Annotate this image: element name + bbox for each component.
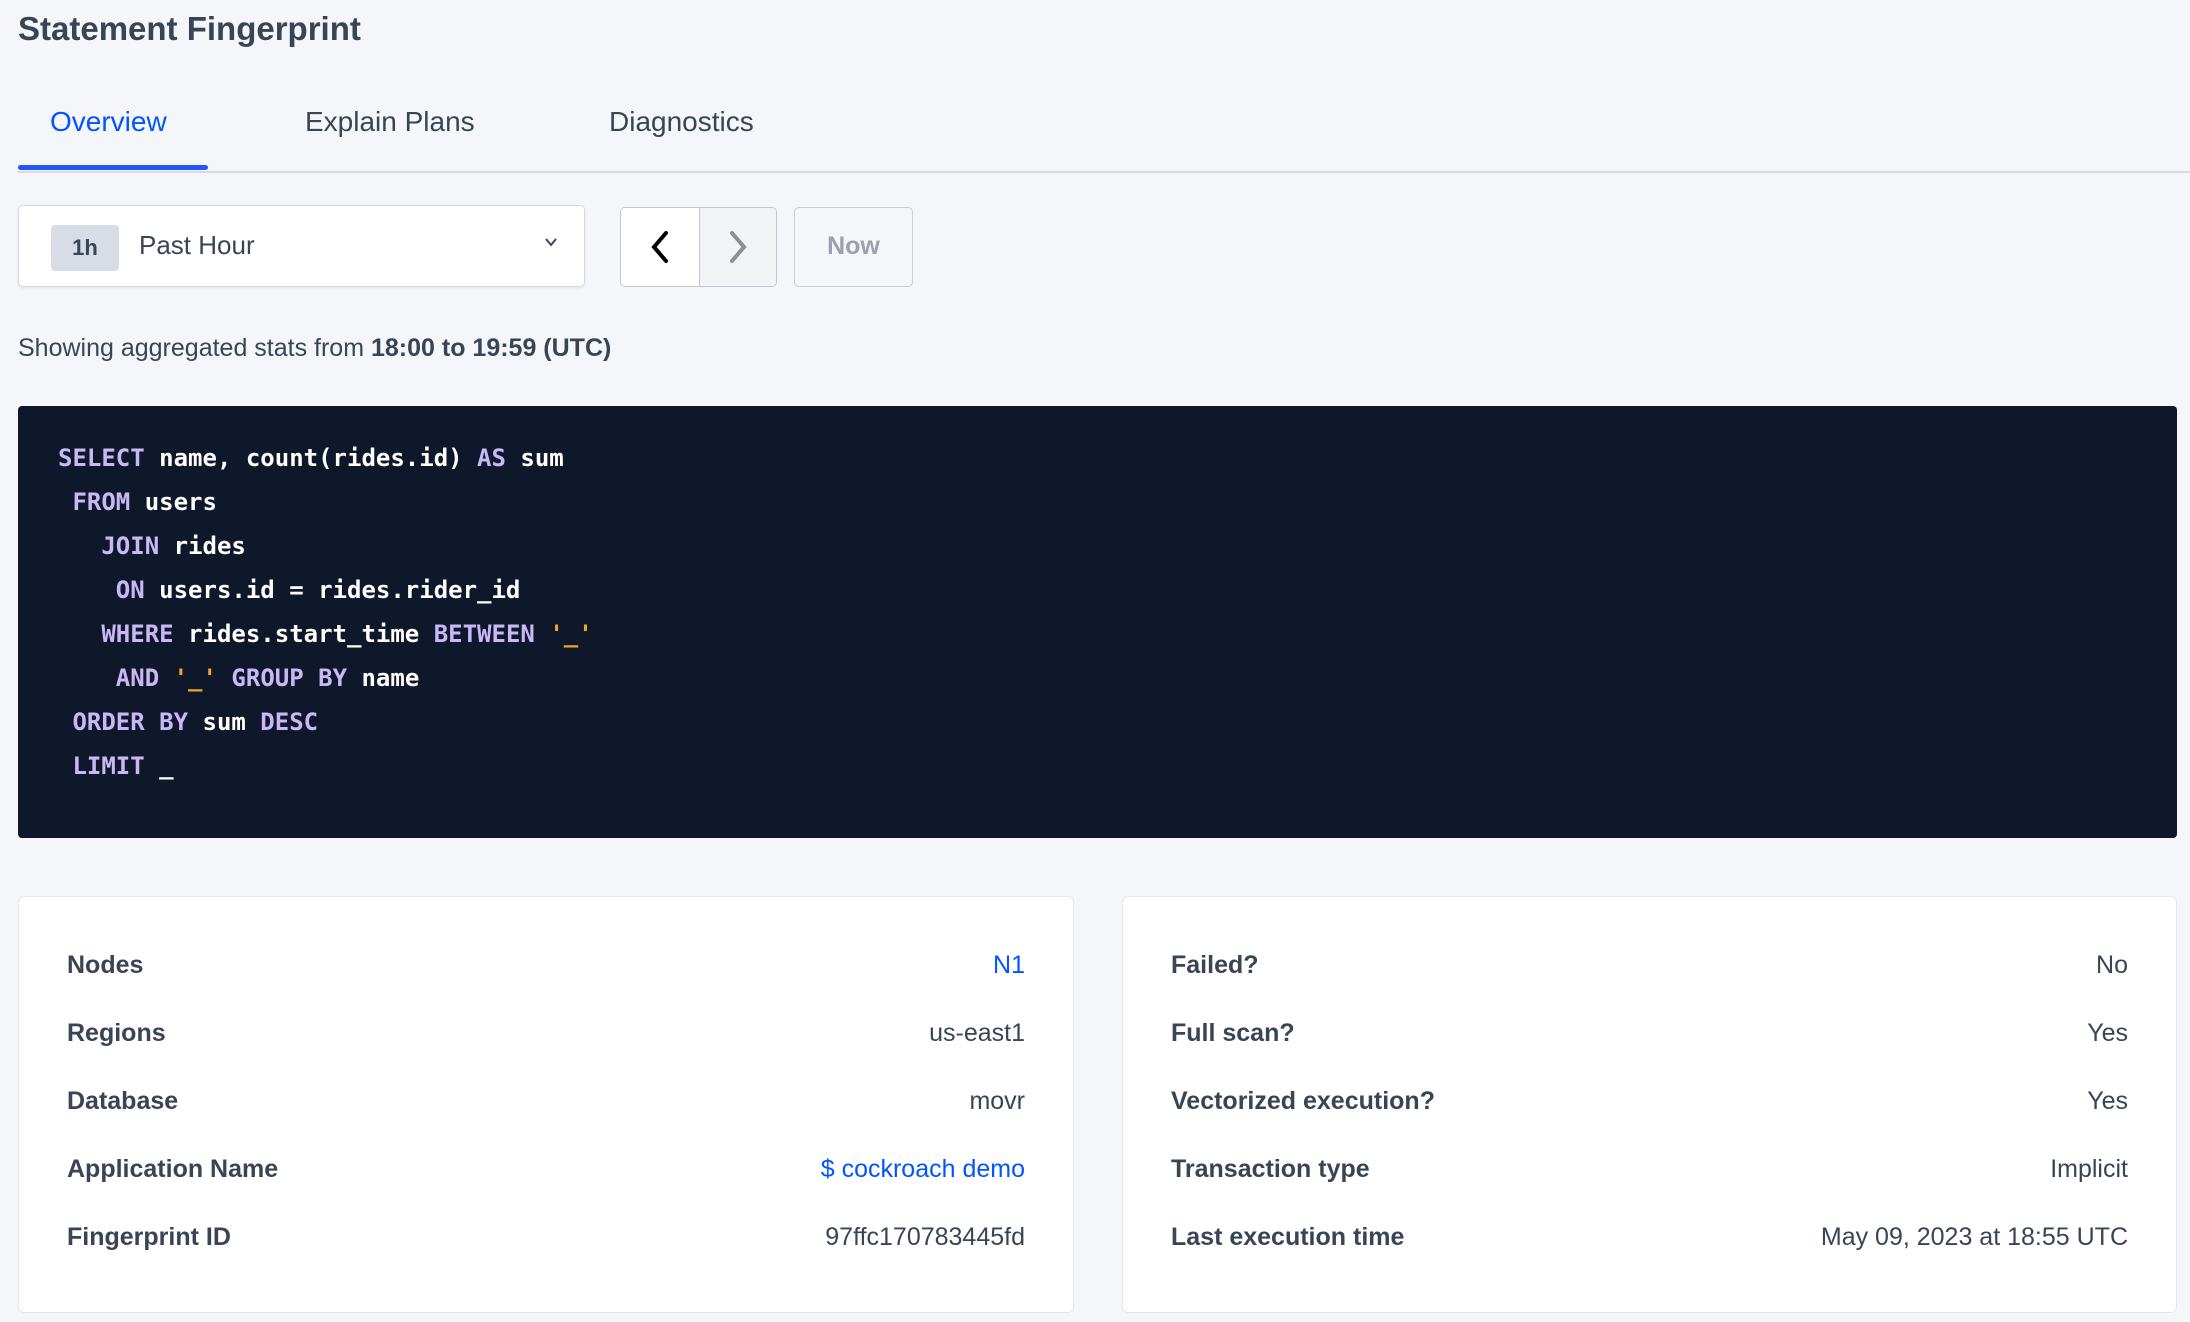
- detail-row: Regions us-east1: [67, 999, 1025, 1067]
- detail-label: Application Name: [67, 1154, 279, 1183]
- sql-text: [58, 532, 101, 560]
- chevron-left-icon: [651, 231, 668, 263]
- time-range-dropdown[interactable]: 1h Past Hour: [18, 205, 585, 287]
- execution-value: Yes: [2087, 1018, 2128, 1047]
- sql-keyword: GROUP BY: [231, 664, 348, 692]
- aggregation-info: Showing aggregated stats from 18:00 to 1…: [18, 334, 611, 363]
- sql-text: [535, 620, 549, 648]
- sql-text: [58, 620, 101, 648]
- execution-label: Last execution time: [1171, 1222, 1405, 1251]
- detail-row: Fingerprint ID 97ffc170783445fd: [67, 1203, 1025, 1271]
- execution-label: Failed?: [1171, 950, 1259, 979]
- sql-text: [58, 576, 116, 604]
- sql-line: JOIN rides: [58, 524, 2177, 568]
- sql-text: sum: [505, 444, 564, 472]
- sql-string: '_': [173, 664, 217, 692]
- sql-text: [58, 752, 72, 780]
- execution-row: Vectorized execution? Yes: [1171, 1067, 2128, 1135]
- sql-text: name: [347, 664, 420, 692]
- statement-details-card: Nodes N1 Regions us-east1 Database movr Applic…: [18, 896, 1074, 1313]
- previous-time-button[interactable]: [621, 208, 700, 286]
- time-nav-group: [620, 207, 777, 287]
- sql-keyword: AS: [477, 444, 506, 472]
- execution-label: Transaction type: [1171, 1154, 1370, 1183]
- sql-line: ON users.id = rides.rider_id: [58, 568, 2177, 612]
- sql-text: [58, 664, 116, 692]
- sql-text: [58, 708, 72, 736]
- detail-row: Database movr: [67, 1067, 1025, 1135]
- execution-value: May 09, 2023 at 18:55 UTC: [1820, 1222, 2128, 1251]
- time-range-badge: 1h: [51, 225, 119, 271]
- sql-line: AND '_' GROUP BY name: [58, 656, 2177, 700]
- execution-value: Implicit: [2050, 1154, 2128, 1183]
- sql-line: WHERE rides.start_time BETWEEN '_': [58, 612, 2177, 656]
- detail-value: us-east1: [929, 1018, 1025, 1047]
- active-tab-indicator: [18, 165, 208, 170]
- detail-value: 97ffc170783445fd: [825, 1222, 1025, 1251]
- sql-keyword: WHERE: [101, 620, 174, 648]
- detail-value: movr: [969, 1086, 1025, 1115]
- chevron-down-icon: [545, 238, 557, 247]
- next-time-button[interactable]: [700, 208, 776, 286]
- detail-label: Fingerprint ID: [67, 1222, 231, 1251]
- sql-line: SELECT name, count(rides.id) AS sum: [58, 436, 2177, 480]
- sql-text: rides: [159, 532, 246, 560]
- sql-text: _: [144, 752, 174, 780]
- execution-row: Failed? No: [1171, 931, 2128, 999]
- tab-explain-plans[interactable]: Explain Plans: [305, 106, 475, 137]
- sql-text: users: [130, 488, 217, 516]
- aggregation-info-prefix: Showing aggregated stats from: [18, 334, 371, 362]
- sql-keyword: AND: [115, 664, 160, 692]
- sql-keyword: BETWEEN: [433, 620, 535, 648]
- chevron-right-icon: [730, 231, 747, 263]
- detail-value-link[interactable]: $ cockroach demo: [820, 1154, 1025, 1183]
- detail-value-link[interactable]: N1: [993, 950, 1025, 979]
- sql-text: [58, 488, 72, 516]
- sql-keyword: FROM: [72, 488, 131, 516]
- execution-value: Yes: [2087, 1086, 2128, 1115]
- time-range-selected: Past Hour: [139, 230, 255, 260]
- sql-string: '_': [549, 620, 593, 648]
- now-button[interactable]: Now: [794, 207, 913, 287]
- sql-text: rides.start_time: [173, 620, 434, 648]
- sql-text: [159, 664, 173, 692]
- execution-value: No: [2096, 950, 2128, 979]
- sql-keyword: DESC: [260, 708, 319, 736]
- sql-keyword: JOIN: [101, 532, 160, 560]
- sql-text: users.id = rides.rider_id: [144, 576, 521, 604]
- sql-line: LIMIT _: [58, 744, 2177, 788]
- sql-line: ORDER BY sum DESC: [58, 700, 2177, 744]
- page-title: Statement Fingerprint: [18, 10, 361, 47]
- detail-row: Application Name $ cockroach demo: [67, 1135, 1025, 1203]
- sql-text: sum: [188, 708, 261, 736]
- sql-statement-block: SELECT name, count(rides.id) AS sum FROM…: [18, 406, 2177, 838]
- sql-line: FROM users: [58, 480, 2177, 524]
- execution-row: Last execution time May 09, 2023 at 18:55…: [1171, 1203, 2128, 1271]
- execution-row: Transaction type Implicit: [1171, 1135, 2128, 1203]
- tab-bar: Overview Explain Plans Diagnostics: [18, 100, 2190, 173]
- sql-text: name, count(rides.id): [144, 444, 478, 472]
- execution-row: Full scan? Yes: [1171, 999, 2128, 1067]
- execution-label: Vectorized execution?: [1171, 1086, 1435, 1115]
- sql-text: [217, 664, 231, 692]
- detail-label: Nodes: [67, 950, 144, 979]
- aggregation-range: 18:00 to 19:59 (UTC): [370, 334, 612, 362]
- tab-overview[interactable]: Overview: [50, 106, 167, 137]
- sql-keyword: LIMIT: [72, 752, 145, 780]
- execution-details-card: Failed? No Full scan? Yes Vectorized executi…: [1122, 896, 2177, 1313]
- execution-label: Full scan?: [1171, 1018, 1295, 1047]
- sql-keyword: SELECT: [58, 444, 145, 472]
- tab-diagnostics[interactable]: Diagnostics: [609, 106, 754, 137]
- detail-label: Regions: [67, 1018, 166, 1047]
- detail-row: Nodes N1: [67, 931, 1025, 999]
- sql-keyword: ORDER BY: [72, 708, 189, 736]
- detail-label: Database: [67, 1086, 179, 1115]
- sql-keyword: ON: [115, 576, 145, 604]
